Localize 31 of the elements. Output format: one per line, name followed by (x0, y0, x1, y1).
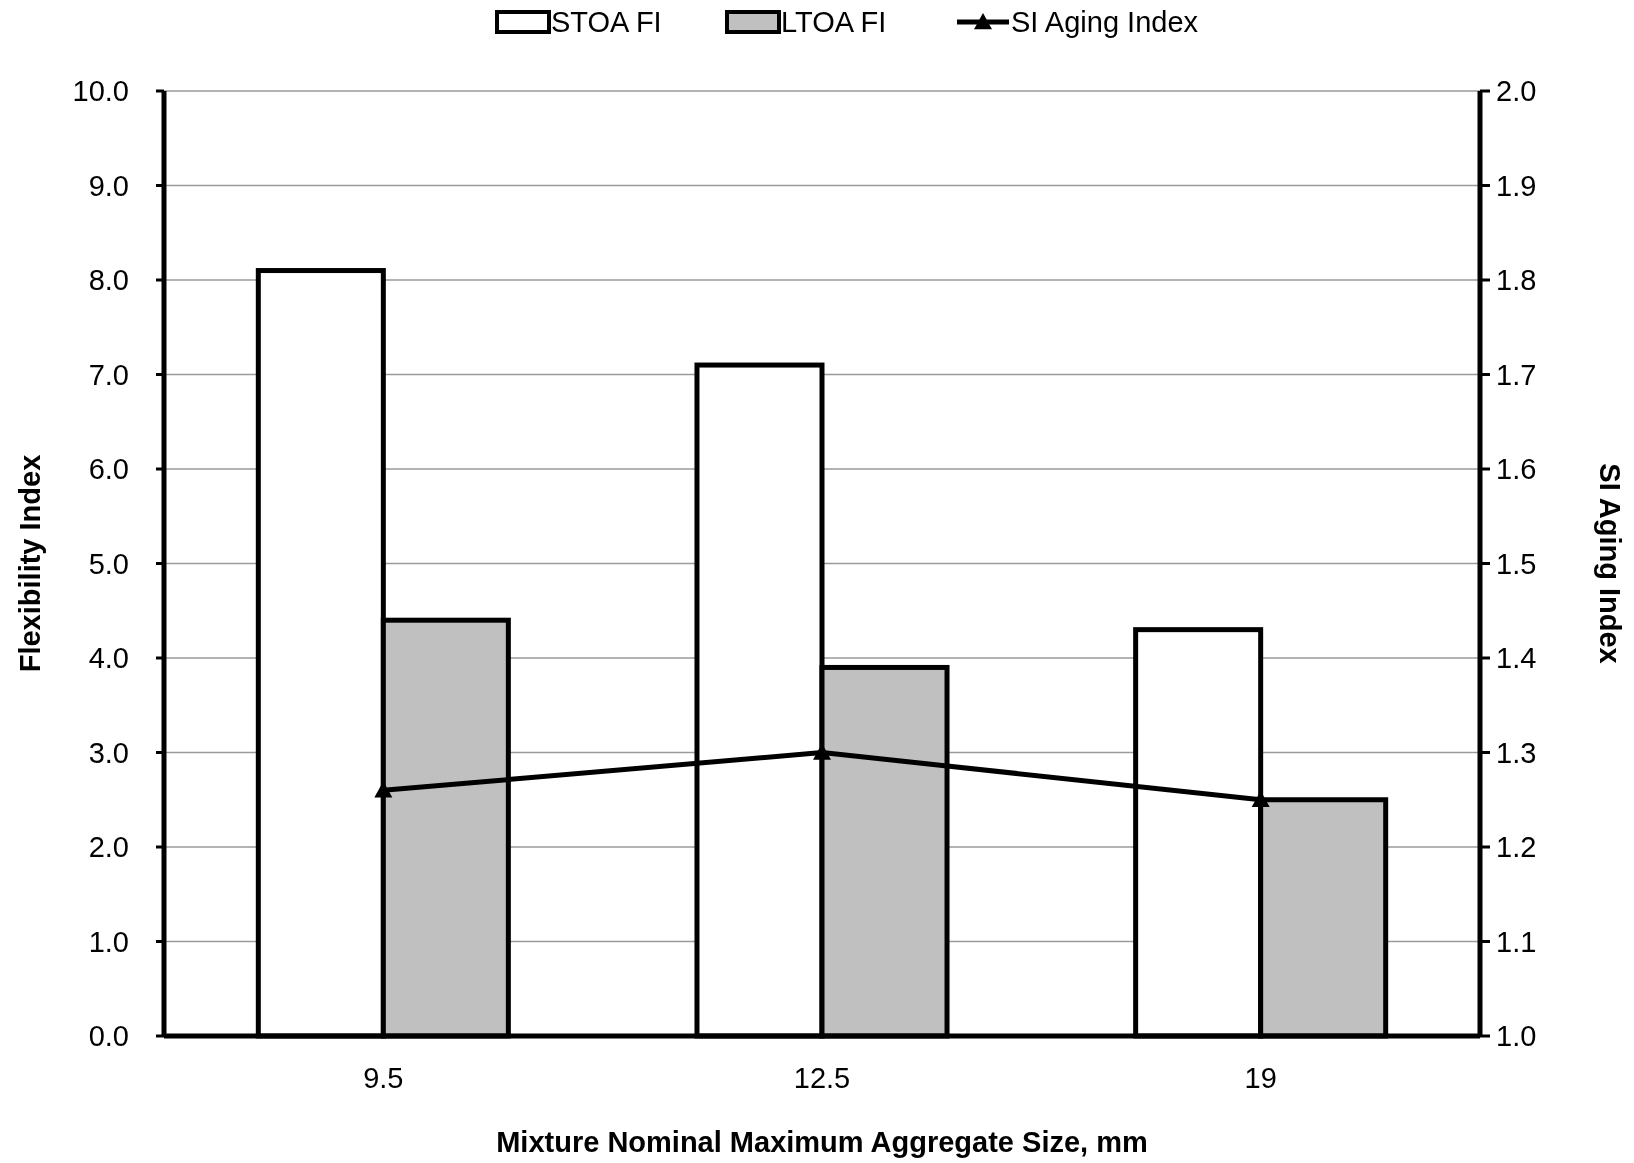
y2-tick-label: 1.2 (1496, 831, 1537, 863)
y-axis-title: Flexibility Index (14, 454, 46, 673)
y2-tick-label: 2.0 (1496, 75, 1537, 107)
y-tick-label: 10.0 (72, 75, 129, 107)
y-tick-label: 4.0 (88, 642, 129, 674)
y-tick-label: 3.0 (88, 736, 129, 769)
y-tick-label: 5.0 (88, 547, 129, 580)
y2-tick-label: 1.0 (1496, 1020, 1537, 1052)
y-tick-label: 0.0 (88, 1020, 129, 1052)
y2-tick-label: 1.3 (1496, 736, 1537, 769)
x-tick-label: 9.5 (363, 1062, 404, 1094)
y-tick-label: 9.0 (88, 169, 129, 202)
y2-tick-label: 1.8 (1496, 264, 1537, 296)
y2-tick-label: 1.9 (1496, 169, 1537, 202)
y2-tick-label: 1.7 (1496, 358, 1537, 391)
y-tick-label: 2.0 (88, 831, 129, 863)
x-tick-label: 12.5 (793, 1062, 851, 1094)
x-tick-label: 19 (1244, 1062, 1277, 1094)
y2-tick-label: 1.5 (1496, 547, 1537, 580)
y-tick-label: 7.0 (88, 358, 129, 391)
y2-axis-title: SI Aging Index (1594, 463, 1626, 664)
y-tick-label: 1.0 (88, 925, 129, 958)
y2-tick-label: 1.6 (1496, 453, 1537, 485)
legend-label: STOA FI (551, 6, 662, 38)
y2-tick-label: 1.1 (1496, 925, 1537, 958)
y2-tick-label: 1.4 (1496, 642, 1537, 674)
x-axis-title: Mixture Nominal Maximum Aggregate Size, mm (496, 1126, 1148, 1158)
y-tick-label: 6.0 (88, 453, 129, 485)
y-tick-label: 8.0 (88, 264, 129, 296)
legend-label: LTOA FI (781, 6, 887, 38)
legend-label: SI Aging Index (1011, 6, 1199, 38)
